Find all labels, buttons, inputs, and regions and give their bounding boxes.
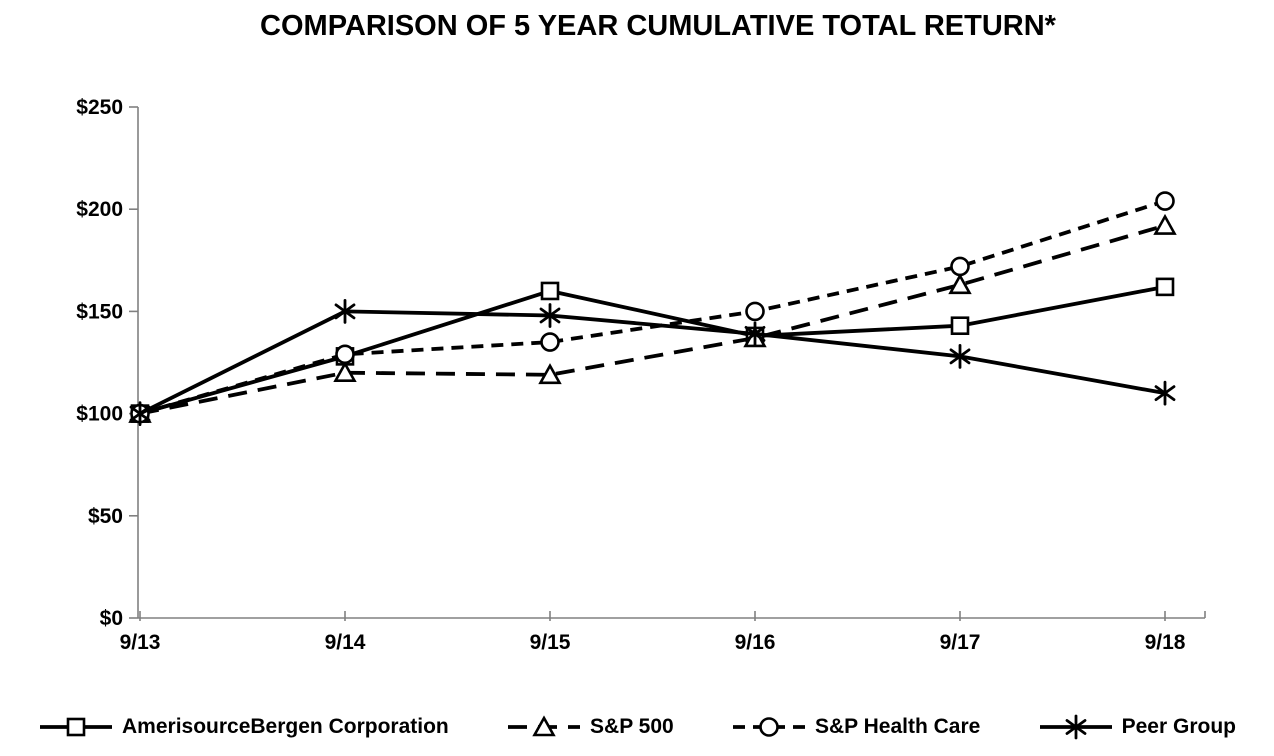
series-peer-group [129, 298, 1176, 427]
x-axis-tick-label: 9/14 [325, 631, 366, 654]
chart-title: COMPARISON OF 5 YEAR CUMULATIVE TOTAL RE… [260, 10, 1056, 42]
series-amerisourcebergen-corporation [130, 277, 1175, 423]
legend-item-peer-group: Peer Group [1038, 714, 1236, 740]
cumulative-total-return-line-chart: $0 $50 $100 $150 $200 $250 9/13 9/14 9/15 9/16 9/1… [76, 96, 1206, 654]
axes: $0 $50 $100 $150 $200 $250 9/13 9/14 9/15 9/16 9/1… [76, 96, 1206, 654]
x-axis-tick-label: 9/15 [530, 631, 571, 654]
y-axis-tick-label: $200 [76, 198, 123, 221]
circle-marker-line-icon [732, 717, 805, 737]
y-axis-tick-label: $250 [76, 96, 123, 119]
triangle-marker-line-icon [508, 715, 581, 737]
legend-label: Peer Group [1121, 715, 1236, 738]
legend-label: AmerisourceBergen Corporation [122, 715, 449, 738]
legend-item-sp500: S&P 500 [506, 714, 674, 740]
legend-item-sp-health-care: S&P Health Care [731, 714, 980, 740]
series-s-p-500 [128, 213, 1177, 423]
y-axis-tick-label: $150 [76, 300, 123, 323]
series-s-p-health-care [130, 191, 1175, 424]
asterisk-marker-line-icon [1039, 714, 1112, 740]
y-axis-tick-label: $100 [76, 403, 123, 426]
chart-legend: AmerisourceBergen Corporation S&P 500 S&… [0, 714, 1274, 740]
x-axis-tick-label: 9/16 [735, 631, 776, 654]
y-axis-tick-label: $50 [88, 505, 123, 528]
legend-label: S&P Health Care [814, 715, 981, 738]
x-axis-tick-label: 9/18 [1145, 631, 1186, 654]
x-axis-tick-label: 9/17 [940, 631, 981, 654]
legend-item-amerisourcebergen: AmerisourceBergen Corporation [38, 714, 449, 740]
legend-label: S&P 500 [590, 715, 674, 738]
y-axis-tick-label: $0 [100, 607, 123, 630]
square-marker-line-icon [40, 717, 112, 737]
x-axis-tick-label: 9/13 [120, 631, 161, 654]
